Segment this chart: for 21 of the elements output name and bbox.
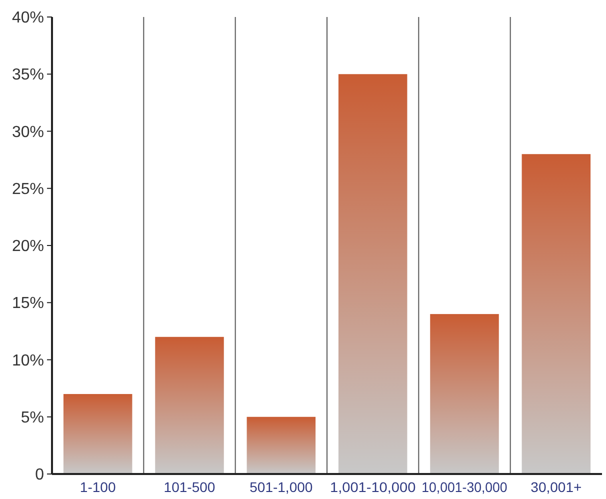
bar [63,394,132,474]
bar [155,336,224,474]
y-tick-label: 35% [12,66,44,84]
x-tick-label: 30,001+ [530,479,582,495]
x-tick-label: 1,001-10,000 [330,479,416,495]
x-tick-label: 101-500 [164,479,216,495]
y-tick-label: 15% [12,295,44,312]
x-tick-label: 1-100 [80,479,116,495]
y-tick-label: 30% [12,124,44,141]
y-tick-label: 40% [12,10,44,27]
x-tick-label: 10,001-30,000 [422,479,512,495]
bar [522,154,591,474]
y-tick-label: 5% [20,409,44,426]
bar [246,416,316,474]
y-tick-label: 10% [12,352,44,370]
y-tick-label: 20% [12,238,44,256]
y-tick-label: 25% [12,180,44,198]
y-tick-label: 0 [35,466,44,484]
bar [338,74,408,474]
bar [430,314,499,474]
x-tick-label: 501-1,000 [250,479,313,495]
